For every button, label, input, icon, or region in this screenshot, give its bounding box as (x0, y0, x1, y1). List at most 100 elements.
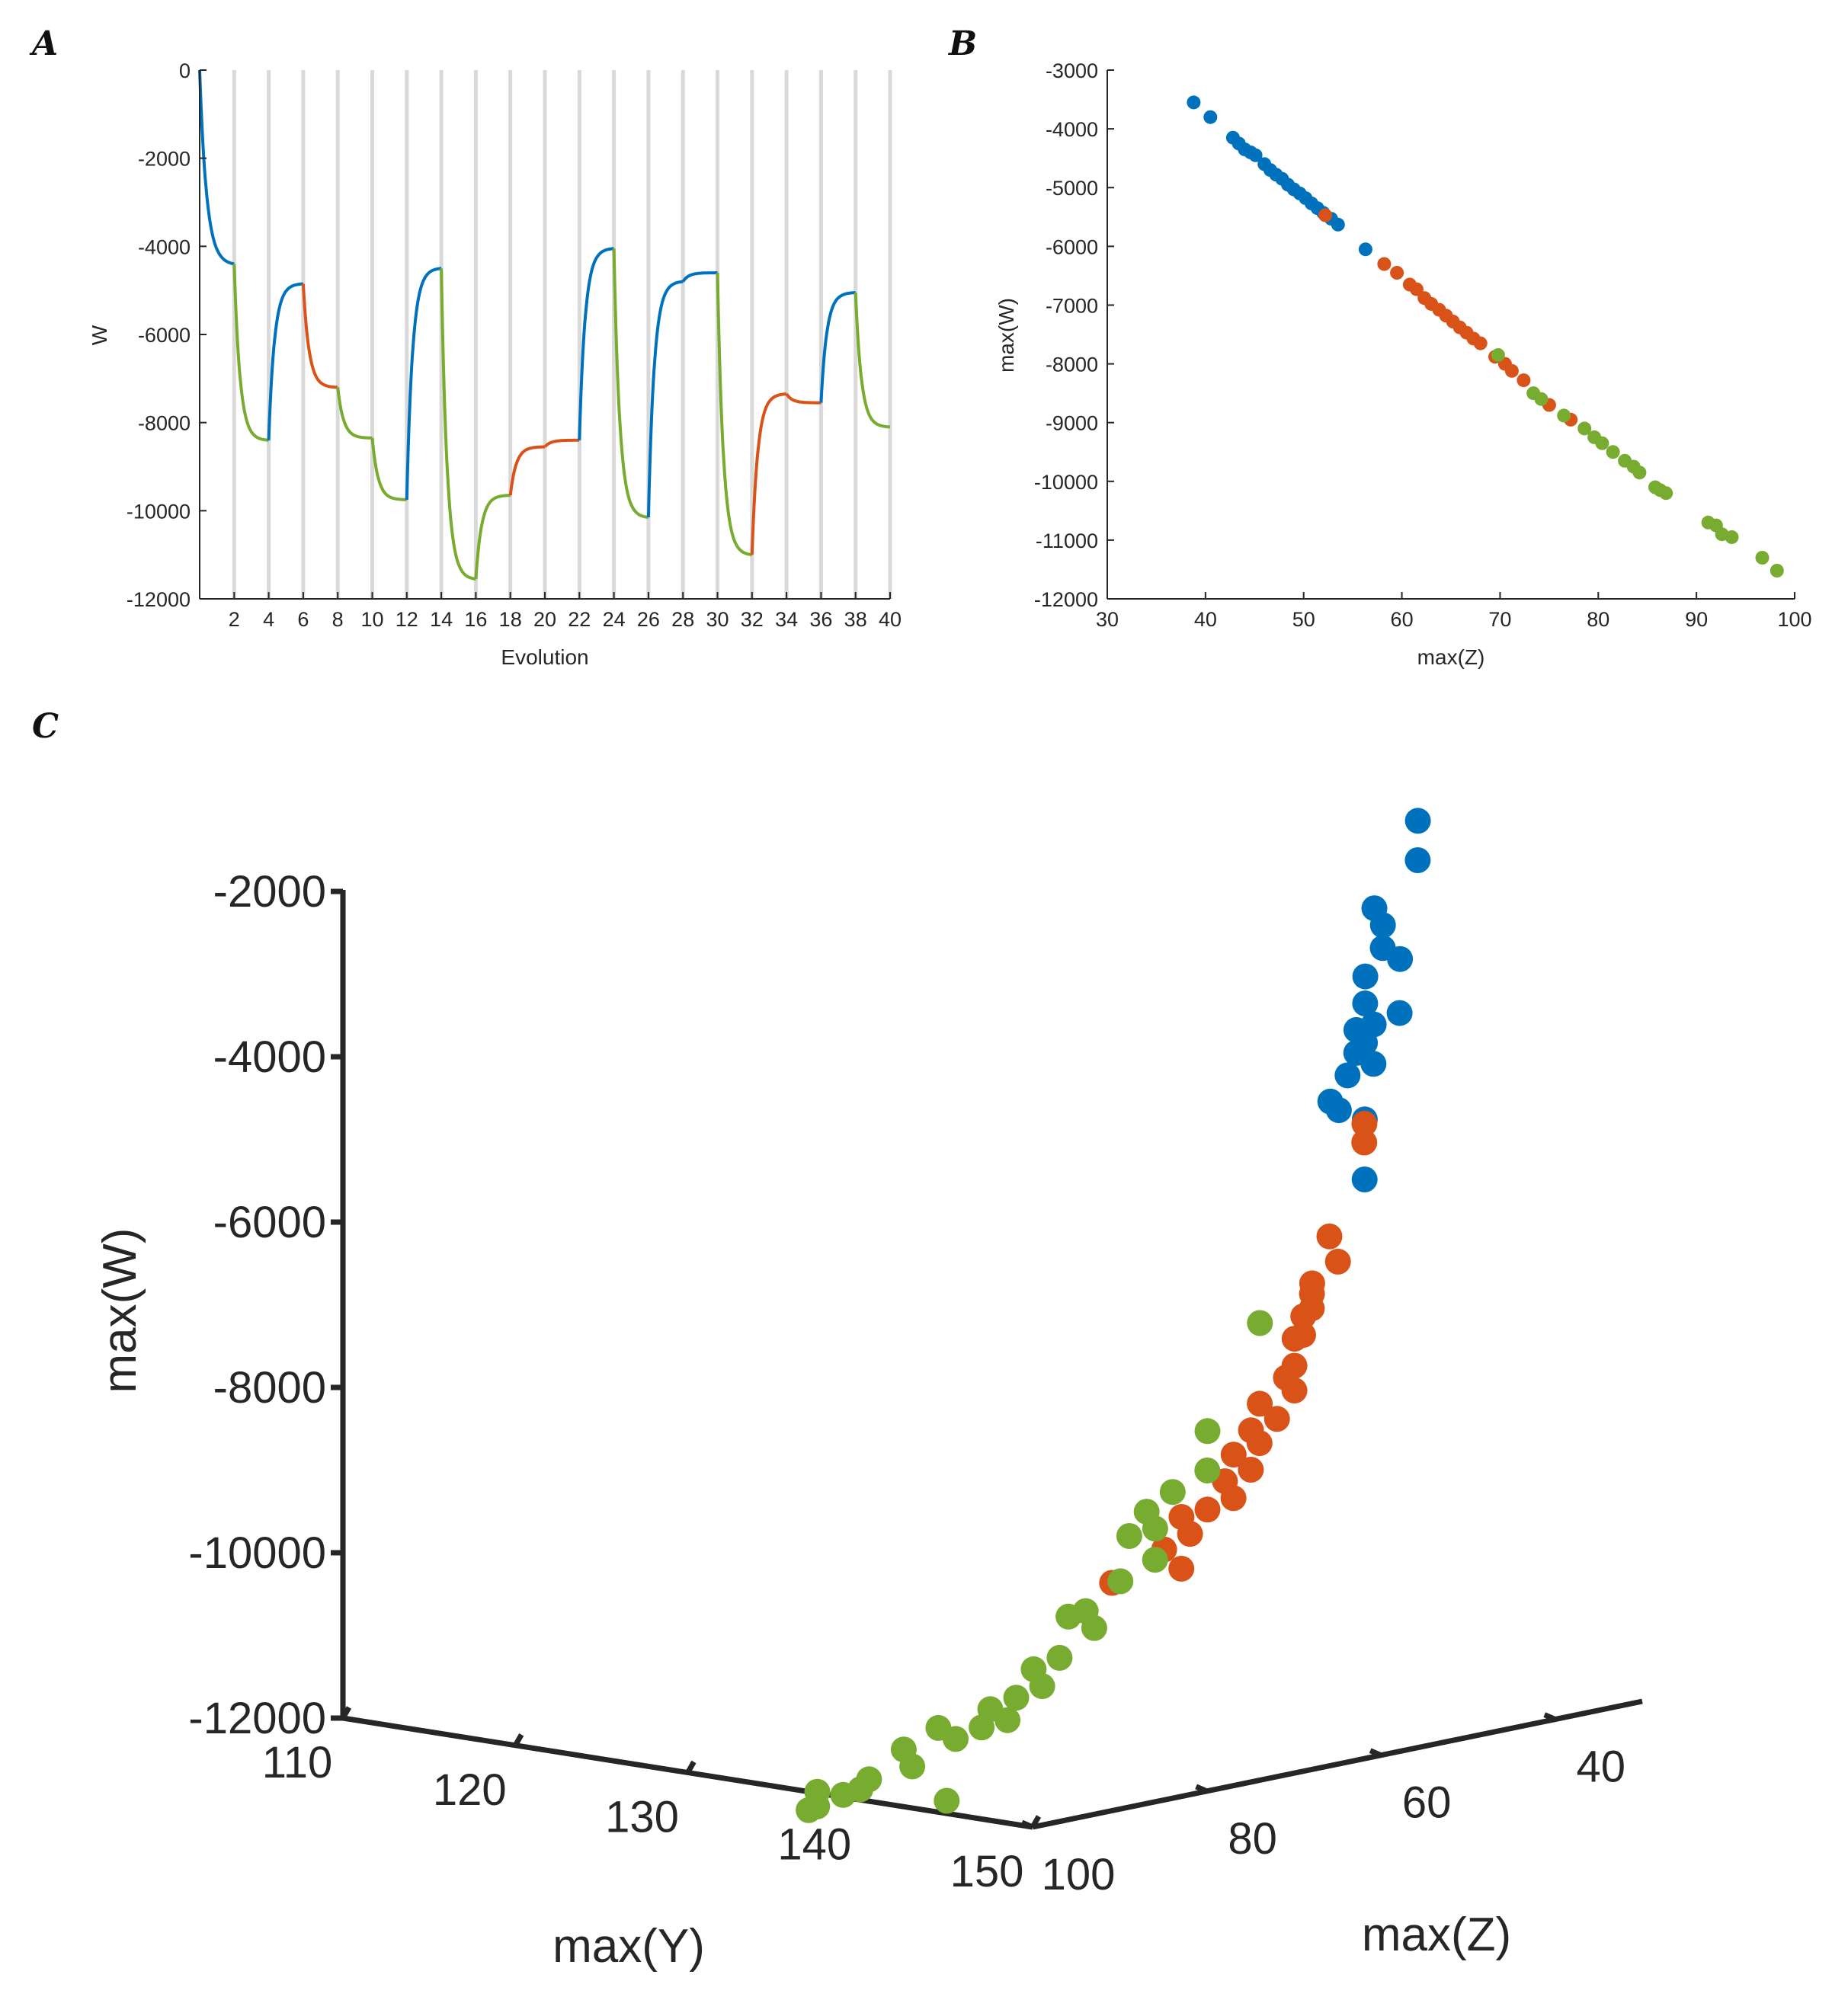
chart-b-point-orange (1504, 363, 1519, 378)
chart-a-x-tick-label: 26 (637, 608, 660, 631)
chart-c-y-axis-label: max(Y) (552, 1920, 705, 1973)
chart-c-point-green (1194, 1418, 1221, 1445)
chart-c-depth-tick (1020, 1819, 1034, 1830)
chart-a-x-tick-label: 2 (229, 608, 240, 631)
chart-b-point-green (1755, 551, 1770, 565)
chart-c-z-axis-label: max(W) (94, 1228, 146, 1394)
chart-a-series-segment (750, 392, 788, 555)
chart-c-point-green (1142, 1547, 1168, 1573)
chart-b-axes: -3000 -4000 -5000 -6000 -7000 -8000 -9000 -1000… (1034, 59, 1812, 631)
chart-c-point-blue (1404, 847, 1431, 873)
chart-c-point-blue (1325, 1097, 1352, 1124)
chart-c-point-green (934, 1787, 960, 1814)
chart-b-x-tick-label: 70 (1488, 608, 1511, 631)
chart-b-y-tick-label: -11000 (1036, 530, 1098, 552)
chart-c-point-orange (1324, 1248, 1351, 1275)
chart-b-point-orange (1318, 208, 1333, 222)
chart-b-y-tick-label: -9000 (1046, 412, 1098, 435)
chart-b-point-green (1577, 421, 1592, 436)
chart-c-point-blue (1387, 946, 1414, 972)
panel-letter-a: A (29, 24, 58, 63)
chart-a-x-tick-label: 24 (603, 608, 626, 631)
chart-a-y-tick-label: -8000 (138, 412, 191, 435)
chart-b-y-tick-label: -8000 (1046, 354, 1098, 376)
chart-c-y-tick-label: 140 (777, 1819, 851, 1869)
chart-a-series-segment (370, 437, 408, 501)
chart-b-point-green (1632, 466, 1647, 480)
chart-b-point-green (1725, 530, 1739, 544)
chart-c-y-tick-label: 120 (433, 1765, 507, 1815)
chart-c-point-orange (1177, 1521, 1203, 1547)
chart-c-point-orange (1316, 1223, 1343, 1250)
chart-a-series-segment (646, 280, 684, 518)
chart-b-point-blue (1187, 95, 1201, 110)
chart-c-point-orange (1246, 1430, 1273, 1457)
chart-b-x-tick-label: 50 (1292, 608, 1315, 631)
chart-b-x-tick-label: 40 (1194, 608, 1217, 631)
chart-b-x-tick-label: 30 (1096, 608, 1119, 631)
chart-a-x-tick-label: 36 (809, 608, 832, 631)
chart-c-depth-tick (1195, 1784, 1208, 1794)
chart-b-point-blue (1248, 148, 1263, 162)
chart-a-x-tick-label: 6 (297, 608, 309, 631)
chart-a-series-segment (440, 268, 477, 581)
chart-b-point-orange (1390, 266, 1404, 280)
chart-b-x-axis-label: max(Z) (1417, 645, 1485, 669)
chart-b-x-tick-label: 100 (1777, 608, 1811, 631)
chart-c-point-green (796, 1797, 822, 1823)
chart-c-z-depth-axis-label: max(Z) (1362, 1909, 1511, 1961)
chart-a-y-tick-label: -10000 (127, 500, 191, 523)
chart-c-y-tick (1030, 1815, 1042, 1829)
chart-c-point-green (899, 1753, 926, 1780)
chart-a-series-segment (301, 283, 339, 389)
chart-b-x-tick-label: 60 (1391, 608, 1414, 631)
chart-c-point-blue (1386, 1000, 1413, 1026)
chart-b-point-green (1595, 436, 1609, 450)
chart-a-x-tick-label: 40 (879, 608, 902, 631)
chart-c-point-orange (1351, 1129, 1378, 1156)
chart-c-depth-tick-label: 40 (1576, 1742, 1625, 1792)
chart-c-point-orange (1247, 1390, 1273, 1417)
chart-c-point-green (925, 1714, 952, 1741)
chart-c-point-orange (1263, 1406, 1290, 1432)
chart-a-x-tick-label: 16 (464, 608, 487, 631)
chart-a-x-axis-label: Evolution (501, 645, 588, 669)
chart-c-point-orange (1220, 1442, 1247, 1468)
chart-a-x-tick-label: 28 (671, 608, 694, 631)
chart-b-x-tick-label: 80 (1587, 608, 1609, 631)
chart-a-x-tick-label: 20 (533, 608, 556, 631)
chart-c-z-tick-label: -8000 (213, 1363, 326, 1413)
chart-c-point-green (994, 1707, 1021, 1733)
chart-b-point-blue (1203, 110, 1218, 124)
chart-c-z-tick-label: -6000 (213, 1198, 326, 1247)
chart-c-z-tick-label: -4000 (213, 1032, 326, 1082)
chart-c-point-orange (1281, 1378, 1308, 1403)
chart-a-x-tick-label: 22 (568, 608, 591, 631)
chart-b-point-orange (1377, 257, 1392, 271)
chart-b-y-tick-label: -12000 (1034, 588, 1098, 611)
chart-b-y-tick-label: -5000 (1046, 177, 1098, 200)
chart-c-depth-tick-label: 80 (1228, 1814, 1277, 1864)
chart-c-point-green (1081, 1614, 1107, 1641)
chart-c-depth-tick-label: 100 (1042, 1850, 1116, 1899)
chart-c-point-green (1116, 1523, 1142, 1549)
chart-a-series-segment (612, 248, 649, 519)
chart-a-x-tick-label: 34 (775, 608, 798, 631)
chart-b-y-tick-label: -6000 (1046, 235, 1098, 258)
chart-b-x-tick-label: 90 (1685, 608, 1708, 631)
chart-b-point-blue (1358, 242, 1372, 257)
chart-c-depth-tick (1543, 1712, 1557, 1722)
chart-c-point-blue (1404, 808, 1431, 834)
chart-c-point-orange (1220, 1485, 1247, 1512)
chart-c-point-orange (1281, 1326, 1308, 1352)
chart-c-point-green (1029, 1673, 1055, 1700)
chart-a-y-axis-label: W (88, 325, 111, 345)
chart-c-y-tick (685, 1760, 697, 1774)
chart-a-series-segment (578, 247, 615, 440)
chart-b-point-green (1770, 564, 1784, 578)
chart-c-point-orange (1168, 1555, 1195, 1582)
chart-c-point-green (1003, 1685, 1030, 1711)
panel-letter-b: B (947, 24, 977, 63)
